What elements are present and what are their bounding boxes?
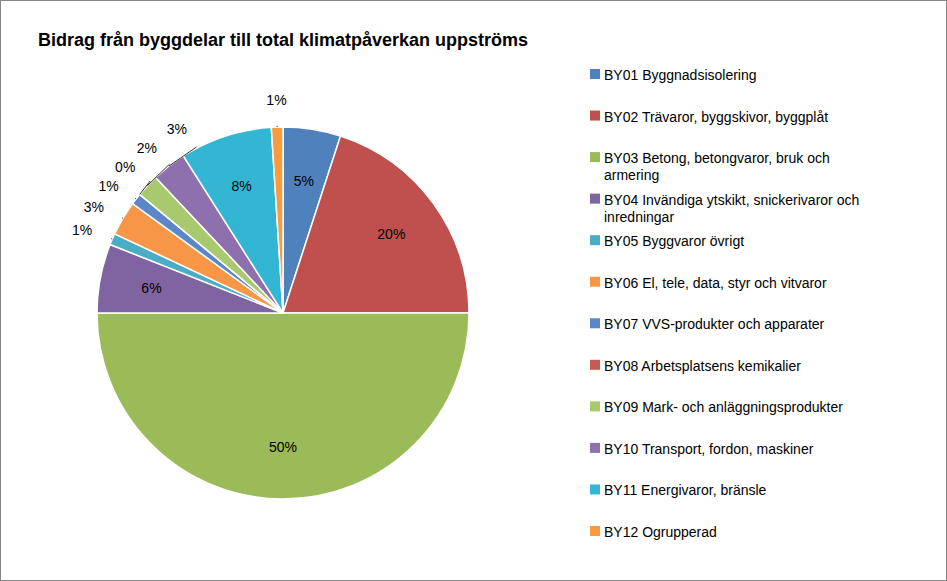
legend-label-line: BY08 Arbetsplatsens kemikalier xyxy=(604,358,801,374)
chart-svg: Bidrag från byggdelar till total klimatp… xyxy=(0,0,947,581)
data-label: 20% xyxy=(377,226,405,242)
legend-item: BY12 Ogrupperad xyxy=(590,524,717,540)
legend-swatch xyxy=(590,194,600,204)
legend-item: BY06 El, tele, data, styr och vitvaror xyxy=(590,275,827,291)
data-label: 1% xyxy=(72,222,92,238)
legend-label: BY03 Betong, betongvaror, bruk ocharmeri… xyxy=(604,150,830,183)
legend-item: BY03 Betong, betongvaror, bruk ocharmeri… xyxy=(590,150,830,183)
data-label: 0% xyxy=(115,159,135,175)
pie-slice xyxy=(283,136,469,313)
data-label: 1% xyxy=(98,178,118,194)
legend-label: BY07 VVS-produkter och apparater xyxy=(604,316,825,332)
legend-item: BY01 Byggnadsisolering xyxy=(590,67,757,83)
data-label: 5% xyxy=(294,173,314,189)
legend-item: BY02 Trävaror, byggskivor, byggplåt xyxy=(590,109,828,125)
legend-label-line: BY04 Invändiga ytskikt, snickerivaror oc… xyxy=(604,192,859,208)
chart-title: Bidrag från byggdelar till total klimatp… xyxy=(38,30,528,50)
legend-item: BY08 Arbetsplatsens kemikalier xyxy=(590,358,801,374)
plot-area: 5% 20% 50% 6% 8% 1% 3% 1% 0%2% 3% 1% xyxy=(72,92,469,499)
data-label: 2% xyxy=(137,140,157,156)
legend-label-line: BY07 VVS-produkter och apparater xyxy=(604,316,825,332)
leader-line xyxy=(135,198,137,200)
legend-label: BY01 Byggnadsisolering xyxy=(604,67,757,83)
legend-swatch xyxy=(590,152,600,162)
slices xyxy=(97,127,469,499)
data-label: 50% xyxy=(269,439,297,455)
legend-label-line: BY06 El, tele, data, styr och vitvaror xyxy=(604,275,827,291)
legend-label: BY11 Energivaror, bränsle xyxy=(604,482,767,498)
legend-label: BY10 Transport, fordon, maskiner xyxy=(604,441,814,457)
leader-line xyxy=(147,164,169,186)
legend-item: BY05 Byggvaror övrigt xyxy=(590,233,744,249)
legend-label: BY09 Mark- och anläggningsprodukter xyxy=(604,399,843,415)
legend-label-line: BY10 Transport, fordon, maskiner xyxy=(604,441,814,457)
legend-label-line: BY05 Byggvaror övrigt xyxy=(604,233,744,249)
legend-item: BY07 VVS-produkter och apparater xyxy=(590,316,825,332)
legend-swatch xyxy=(590,443,600,453)
legend-label-line: inredningar xyxy=(604,209,674,225)
legend-label: BY12 Ogrupperad xyxy=(604,524,717,540)
leader-line xyxy=(277,126,278,127)
legend-label-line: BY12 Ogrupperad xyxy=(604,524,717,540)
legend-swatch xyxy=(590,69,600,79)
data-label: 3% xyxy=(84,199,104,215)
legend-label-line: BY11 Energivaror, bränsle xyxy=(604,482,767,498)
pie-slice xyxy=(183,127,283,313)
legend-label: BY05 Byggvaror övrigt xyxy=(604,233,744,249)
legend-swatch xyxy=(590,484,600,494)
legend-swatch xyxy=(590,235,600,245)
legend-label-line: BY03 Betong, betongvaror, bruk och xyxy=(604,150,830,166)
pie-slice xyxy=(271,127,283,313)
legend-item: BY11 Energivaror, bränsle xyxy=(590,482,767,498)
legend-label-line: armering xyxy=(604,167,659,183)
data-label: 8% xyxy=(231,178,251,194)
legend-swatch xyxy=(590,318,600,328)
leader-line xyxy=(122,217,123,219)
leader-line xyxy=(140,181,150,194)
legend-label: BY04 Invändiga ytskikt, snickerivaror oc… xyxy=(604,192,859,225)
legend-swatch xyxy=(590,360,600,370)
legend-swatch xyxy=(590,401,600,411)
legend-item: BY04 Invändiga ytskikt, snickerivaror oc… xyxy=(590,192,859,225)
data-labels: 5% 20% 50% 6% 8% 1% 3% 1% 0%2% 3% 1% xyxy=(72,92,405,455)
legend-label: BY06 El, tele, data, styr och vitvaror xyxy=(604,275,827,291)
pie-slice xyxy=(97,313,469,499)
leader-line xyxy=(111,238,112,239)
legend-swatch xyxy=(590,526,600,536)
legend-item: BY09 Mark- och anläggningsprodukter xyxy=(590,399,843,415)
chart-container: Bidrag från byggdelar till total klimatp… xyxy=(0,0,947,581)
legend-swatch xyxy=(590,111,600,121)
legend-item: BY10 Transport, fordon, maskiner xyxy=(590,441,814,457)
legend-label-line: BY09 Mark- och anläggningsprodukter xyxy=(604,399,843,415)
slices-inner xyxy=(97,127,469,499)
data-label: 3% xyxy=(167,121,187,137)
legend-label: BY02 Trävaror, byggskivor, byggplåt xyxy=(604,109,828,125)
data-label: 6% xyxy=(141,280,161,296)
legend-label: BY08 Arbetsplatsens kemikalier xyxy=(604,358,801,374)
chart-frame xyxy=(1,1,947,581)
legend-label-line: BY02 Trävaror, byggskivor, byggplåt xyxy=(604,109,828,125)
legend-swatch xyxy=(590,277,600,287)
legend: BY01 Byggnadsisolering BY02 Trävaror, byg… xyxy=(590,67,859,540)
data-label: 1% xyxy=(266,92,286,108)
legend-label-line: BY01 Byggnadsisolering xyxy=(604,67,757,83)
leader-line xyxy=(169,147,197,166)
